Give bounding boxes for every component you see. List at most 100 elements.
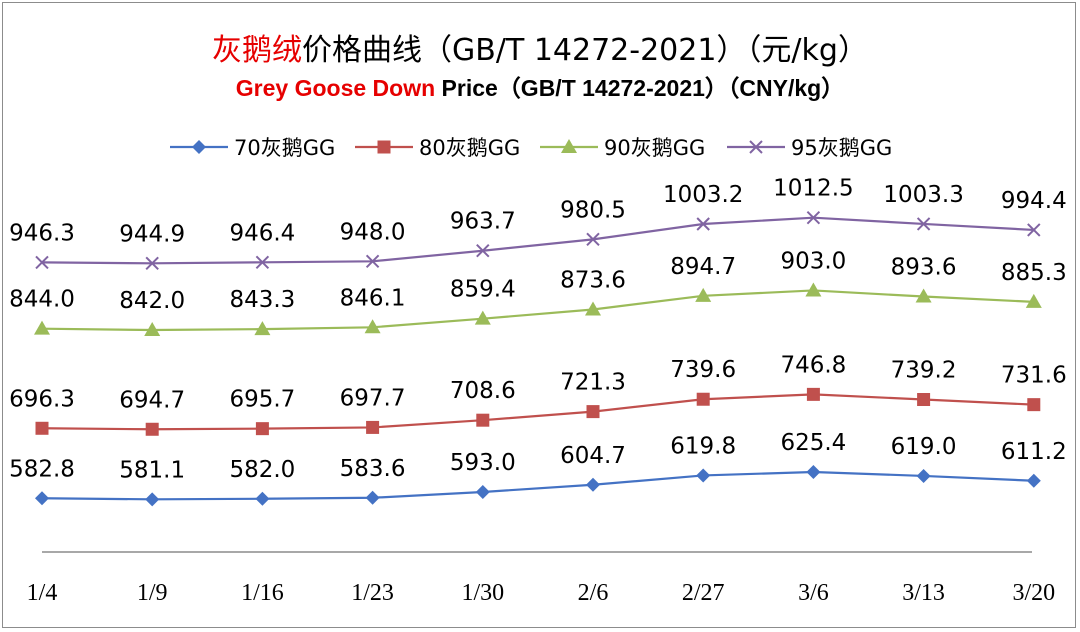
chart-title-cn-rest: 价格曲线（GB/T 14272-2021）（元/kg） xyxy=(302,33,868,68)
data-label: 695.7 xyxy=(229,387,295,413)
series-line xyxy=(41,393,1034,431)
data-point xyxy=(476,244,490,258)
legend-item: 95灰鹅GG xyxy=(727,136,892,160)
data-label: 583.6 xyxy=(340,456,406,482)
data-point xyxy=(365,254,380,269)
data-point xyxy=(585,301,601,316)
x-tick-label: 2/6 xyxy=(578,580,609,606)
series-line xyxy=(41,216,1034,265)
chart-title-cn-highlight: 灰鹅绒 xyxy=(212,33,303,68)
x-tick-label: 1/4 xyxy=(27,580,58,606)
data-label: 1003.3 xyxy=(883,182,963,208)
data-label: 846.1 xyxy=(340,285,406,311)
data-point xyxy=(255,491,270,506)
data-point xyxy=(695,287,712,302)
data-label: 843.3 xyxy=(229,287,295,313)
legend-label: 80灰鹅GG xyxy=(419,136,520,160)
legend-marker xyxy=(749,140,763,154)
data-label: 619.0 xyxy=(891,434,957,460)
data-point xyxy=(475,484,490,499)
legend-label: 70灰鹅GG xyxy=(234,136,335,160)
x-tick-label: 1/16 xyxy=(241,580,284,606)
data-label: 694.7 xyxy=(119,387,185,413)
data-label: 746.8 xyxy=(780,352,846,378)
data-point xyxy=(917,393,931,407)
legend-item: 80灰鹅GG xyxy=(355,136,520,160)
data-label: 619.8 xyxy=(670,433,736,459)
data-label: 873.6 xyxy=(560,267,626,293)
data-point xyxy=(805,282,822,297)
data-label: 948.0 xyxy=(340,219,406,245)
data-point xyxy=(364,319,381,334)
data-label: 946.4 xyxy=(229,220,295,246)
data-label: 582.0 xyxy=(229,457,295,483)
chart-title-en-highlight: Grey Goose Down xyxy=(235,75,436,101)
data-label: 1003.2 xyxy=(663,182,743,208)
data-label: 739.6 xyxy=(670,357,736,383)
data-point xyxy=(35,255,49,270)
data-label: 593.0 xyxy=(450,450,516,476)
data-label: 980.5 xyxy=(560,197,626,223)
data-point xyxy=(586,477,600,492)
data-label: 721.3 xyxy=(560,370,626,396)
legend-label: 95灰鹅GG xyxy=(791,136,892,160)
data-point xyxy=(1026,473,1041,488)
legend-label: 90灰鹅GG xyxy=(604,136,705,160)
series-3: 844.0 842.0 843.3 846.1 859.4 873.6 894.7 903.0… xyxy=(9,248,1067,337)
data-point xyxy=(35,491,49,506)
data-point xyxy=(144,322,161,337)
data-point xyxy=(255,422,269,436)
data-point xyxy=(254,321,271,336)
data-point xyxy=(145,492,160,507)
series-2: 696.3 694.7 695.7 697.7 708.6 721.3 739.6 746.8… xyxy=(9,352,1067,436)
data-point xyxy=(696,468,711,483)
legend-marker xyxy=(192,140,206,154)
series-4: 946.3 944.9 946.4 948.0 963.7 980.5 1003.2 1012… xyxy=(9,176,1067,271)
x-tick-label: 1/23 xyxy=(351,580,394,606)
data-point xyxy=(365,490,380,505)
chart-title-en: Grey Goose Down Price（GB/T 14272-2021）（C… xyxy=(3,69,1077,103)
data-point xyxy=(586,405,600,419)
data-label: 731.6 xyxy=(1001,363,1067,389)
x-tick-label: 1/30 xyxy=(461,580,504,606)
data-point xyxy=(915,288,932,303)
data-label: 1012.5 xyxy=(773,176,853,202)
data-point xyxy=(34,320,50,335)
legend-marker xyxy=(377,140,391,154)
data-point xyxy=(586,232,600,247)
data-label: 697.7 xyxy=(340,385,406,411)
data-label: 611.2 xyxy=(1001,439,1067,465)
x-tick-label: 2/27 xyxy=(682,580,725,606)
series-1: 582.8 581.1 582.0 583.6 593.0 604.7 619.8 625.4… xyxy=(9,430,1067,507)
data-label: 844.0 xyxy=(9,287,75,313)
x-tick-label: 3/13 xyxy=(902,580,945,606)
data-label: 696.3 xyxy=(9,386,75,412)
legend-item: 90灰鹅GG xyxy=(540,136,705,160)
data-point xyxy=(366,420,380,434)
legend: 70灰鹅GG 80灰鹅GG 90灰鹅GG 95灰鹅GG xyxy=(170,136,892,160)
data-label: 963.7 xyxy=(450,209,516,235)
data-label: 859.4 xyxy=(450,277,516,303)
data-point xyxy=(145,422,159,436)
x-tick-label: 3/20 xyxy=(1012,580,1055,606)
legend-item: 70灰鹅GG xyxy=(170,136,335,160)
data-point xyxy=(806,387,820,401)
data-label: 893.6 xyxy=(891,255,957,281)
data-label: 581.1 xyxy=(119,457,185,483)
data-point xyxy=(1027,223,1041,237)
data-label: 708.6 xyxy=(450,378,516,404)
data-point xyxy=(916,468,931,483)
data-label: 842.0 xyxy=(119,288,185,314)
data-point xyxy=(35,421,49,435)
data-point xyxy=(696,392,710,406)
data-point xyxy=(145,256,159,271)
data-label: 903.0 xyxy=(780,248,846,274)
data-point xyxy=(806,210,821,225)
data-point xyxy=(1025,293,1042,308)
data-label: 739.2 xyxy=(891,358,957,384)
data-label: 582.8 xyxy=(9,456,75,482)
data-label: 946.3 xyxy=(9,220,75,246)
series-line xyxy=(41,470,1034,501)
